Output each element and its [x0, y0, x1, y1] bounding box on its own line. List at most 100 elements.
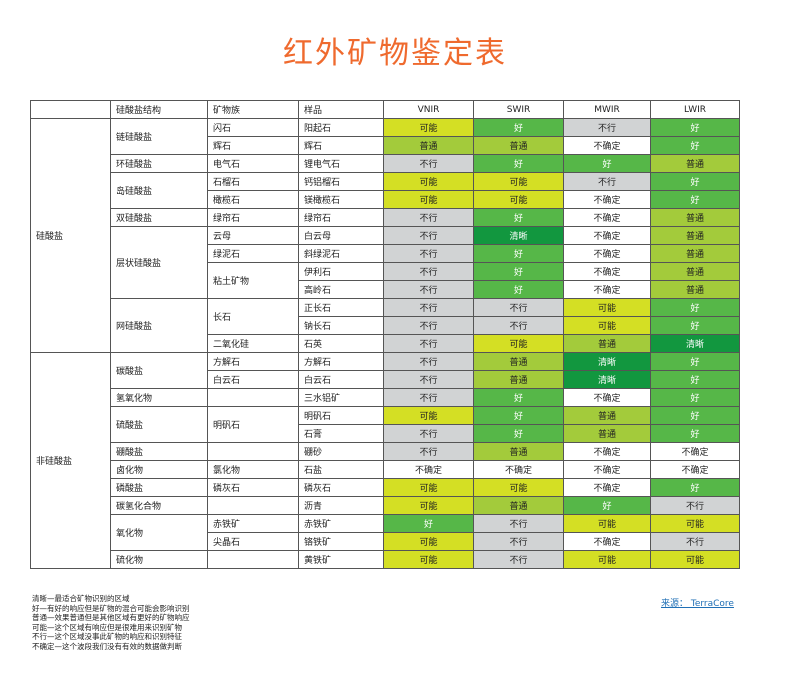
- page-title: 红外矿物鉴定表: [283, 36, 507, 71]
- table-row: 岛硅酸盐 石榴石 钙铝榴石 可能 可能 不行好: [31, 172, 740, 209]
- group-cell: 尖晶石: [207, 532, 299, 551]
- sample-cell: 三水铝矿: [298, 388, 384, 407]
- table-row: 硫化物 黄铁矿 可能 不行 可能 可能: [31, 550, 740, 569]
- table-row: 磷酸盐 磷灰石 磷灰石 可能 可能 不确定好: [31, 478, 740, 497]
- structure-cell: 网硅酸盐: [110, 298, 208, 353]
- structure-cell: 氢氧化物: [110, 388, 208, 407]
- structure-cell: 磷酸盐: [110, 478, 208, 497]
- rating-cell-mwir: 不确定: [563, 442, 651, 461]
- group-cell: 二氧化硅: [207, 334, 299, 353]
- rating-cell-mwir: 不确定: [563, 532, 651, 551]
- rating-cell-mwir: 不确定: [563, 388, 651, 407]
- rating-cell-swir: 好: [473, 154, 564, 173]
- header-structure: 硅酸盐结构: [110, 100, 208, 119]
- sample-cell: 伊利石: [298, 262, 384, 281]
- rating-cell-vnir: 可能: [383, 190, 474, 209]
- rating-cell-swir: 普通: [473, 370, 564, 389]
- rating-cell-vnir: 可能: [383, 118, 474, 137]
- sample-cell: 石英: [298, 334, 384, 353]
- rating-cell-lwir: 普通: [650, 208, 740, 227]
- source-link[interactable]: 来源： TerraCore: [661, 599, 734, 609]
- group-cell: 石榴石: [207, 172, 299, 191]
- rating-cell-vnir: 不确定: [383, 460, 474, 479]
- group-cell: 辉石: [207, 136, 299, 155]
- rating-cell-mwir: 不确定: [563, 244, 651, 263]
- category-cell: 非硅酸盐: [30, 352, 111, 569]
- rating-cell-vnir: 可能: [383, 532, 474, 551]
- header-mwir: MWIR: [563, 100, 651, 119]
- table-row: 硅酸盐 链硅酸盐 闪石 阳起石 可能好不行好: [30, 118, 740, 353]
- rating-cell-vnir: 不行: [383, 334, 474, 353]
- legend-item: 不行—这个区域没事此矿物的响应和识别特征: [32, 632, 182, 642]
- header-lwir: LWIR: [650, 100, 740, 119]
- structure-cell: 硫化物: [110, 550, 208, 569]
- group-cell: 绿帘石: [207, 208, 299, 227]
- structure-cell: 双硅酸盐: [110, 208, 208, 227]
- rating-cell-vnir: 普通: [383, 136, 474, 155]
- rating-cell-vnir: 不行: [383, 442, 474, 461]
- structure-cell: 岛硅酸盐: [110, 172, 208, 209]
- rating-cell-vnir: 可能: [383, 496, 474, 515]
- rating-cell-swir: 不行: [473, 316, 564, 335]
- sample-cell: 斜绿泥石: [298, 244, 384, 263]
- group-cell: 氯化物: [207, 460, 299, 479]
- rating-cell-mwir: 可能: [563, 298, 651, 317]
- rating-cell-swir: 好: [473, 406, 564, 425]
- header-group: 矿物族: [207, 100, 299, 119]
- table-row: 氢氧化物 三水铝矿 不行好不确定好: [31, 388, 740, 407]
- table-row: 尖晶石 铬铁矿 可能 不行 不确定 不行: [31, 532, 740, 551]
- mineral-table: 硅酸盐结构 矿物族 样品 VNIR SWIR MWIR LWIR 硅酸盐 链硅酸盐…: [30, 100, 740, 569]
- rating-cell-swir: 不确定: [473, 460, 564, 479]
- rating-cell-mwir: 不行: [563, 118, 651, 137]
- group-cell: 云母: [207, 226, 299, 245]
- rating-cell-vnir: 不行: [383, 280, 474, 299]
- rating-cell-swir: 普通: [473, 352, 564, 371]
- rating-cell-vnir: 可能: [383, 550, 474, 569]
- sample-cell: 高岭石: [298, 280, 384, 299]
- sample-cell: 沥青: [298, 496, 384, 515]
- category-cell: 硅酸盐: [30, 118, 111, 353]
- rating-cell-mwir: 可能: [563, 514, 651, 533]
- rating-cell-vnir: 可能: [383, 406, 474, 425]
- rating-cell-lwir: 不行: [650, 532, 740, 551]
- rating-cell-swir: 好: [473, 244, 564, 263]
- rating-cell-mwir: 可能: [563, 550, 651, 569]
- sample-cell: 石膏: [298, 424, 384, 443]
- group-cell: [207, 496, 299, 515]
- rating-cell-vnir: 不行: [383, 154, 474, 173]
- table-row: 二氧化硅 石英 不行 可能 普通 清晰: [31, 334, 740, 353]
- rating-cell-mwir: 不确定: [563, 262, 651, 281]
- rating-cell-swir: 普通: [473, 136, 564, 155]
- rating-cell-vnir: 可能: [383, 172, 474, 191]
- rating-cell-swir: 好: [473, 262, 564, 281]
- rating-cell-lwir: 好: [650, 172, 740, 191]
- group-cell: 白云石: [207, 370, 299, 389]
- group-cell: 橄榄石: [207, 190, 299, 209]
- group-cell: 方解石: [207, 352, 299, 371]
- rating-cell-swir: 普通: [473, 496, 564, 515]
- table-row: 硫酸盐 明矾石 明矾石 可能好普通好: [31, 406, 740, 443]
- group-cell: 长石: [207, 298, 299, 335]
- group-cell: 磷灰石: [207, 478, 299, 497]
- sample-cell: 钙铝榴石: [298, 172, 384, 191]
- rating-cell-swir: 不行: [473, 298, 564, 317]
- rating-cell-vnir: 不行: [383, 370, 474, 389]
- rating-cell-lwir: 可能: [650, 514, 740, 533]
- rating-cell-lwir: 好: [650, 190, 740, 209]
- sample-cell: 绿帘石: [298, 208, 384, 227]
- structure-cell: 环硅酸盐: [110, 154, 208, 173]
- rating-cell-lwir: 好: [650, 406, 740, 425]
- group-cell: 闪石: [207, 118, 299, 137]
- legend-item: 可能—这个区域有响应但是很难用来识别矿物: [32, 622, 182, 632]
- rating-cell-mwir: 不确定: [563, 190, 651, 209]
- structure-cell: 硫酸盐: [110, 406, 208, 443]
- header-sample: 样品: [298, 100, 384, 119]
- structure-cell: 层状硅酸盐: [110, 226, 208, 299]
- sample-cell: 铬铁矿: [298, 532, 384, 551]
- rating-cell-lwir: 可能: [650, 550, 740, 569]
- rating-cell-lwir: 清晰: [650, 334, 740, 353]
- legend-item: 好—有好的响应但是矿物的混合可能会影响识别: [32, 603, 190, 613]
- table-row: 环硅酸盐 电气石 锂电气石 不行好好普通: [31, 154, 740, 173]
- rating-cell-lwir: 好: [650, 298, 740, 317]
- rating-cell-swir: 好: [473, 208, 564, 227]
